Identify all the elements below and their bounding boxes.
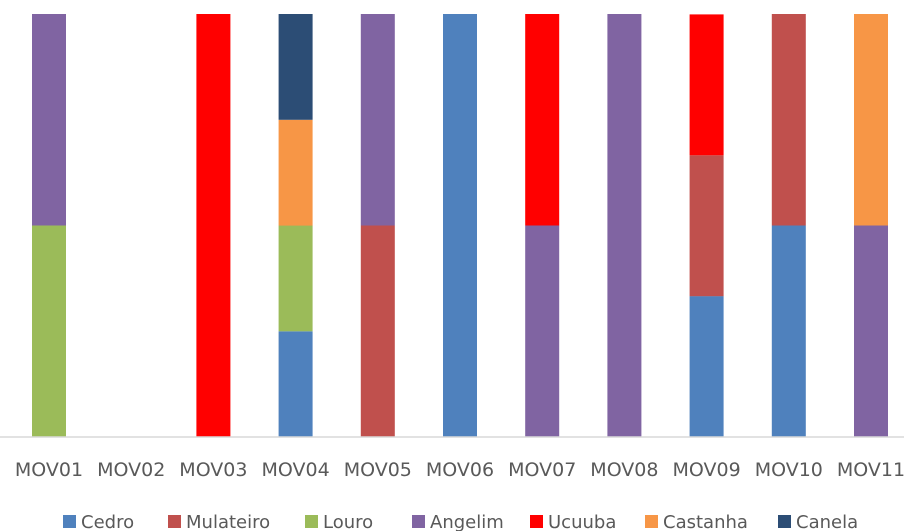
x-tick-label: MOV10 bbox=[755, 459, 823, 481]
x-tick-label: MOV11 bbox=[837, 459, 904, 481]
legend-label-louro: Louro bbox=[323, 512, 373, 531]
bar-segment-mov11-castanha bbox=[854, 14, 888, 226]
x-tick-label: MOV09 bbox=[672, 459, 740, 481]
x-tick-label: MOV04 bbox=[261, 459, 329, 481]
bar-segment-mov08-angelim bbox=[607, 14, 642, 437]
bar-segment-mov03-ucuuba bbox=[196, 14, 231, 437]
bar-segment-mov07-angelim bbox=[525, 225, 560, 437]
bar-segment-mov07-ucuuba bbox=[525, 14, 560, 226]
legend-swatch-mulateiro bbox=[168, 515, 181, 528]
legend-label-canela: Canela bbox=[796, 512, 858, 531]
legend-swatch-castanha bbox=[645, 515, 658, 528]
legend-swatch-cedro bbox=[63, 515, 76, 528]
bar-segment-mov04-louro bbox=[278, 225, 313, 332]
bar-segment-mov10-cedro bbox=[771, 225, 806, 437]
legend-label-cedro: Cedro bbox=[81, 512, 134, 531]
bar-segment-mov09-ucuuba bbox=[689, 14, 724, 156]
x-tick-label: MOV08 bbox=[590, 459, 658, 481]
bar-segment-mov05-angelim bbox=[360, 14, 395, 226]
bar-segment-mov06-cedro bbox=[443, 14, 477, 437]
bar-segment-mov09-cedro bbox=[689, 296, 724, 437]
x-tick-label: MOV05 bbox=[344, 459, 412, 481]
bar-segment-mov04-castanha bbox=[278, 119, 313, 226]
legend-label-castanha: Castanha bbox=[663, 512, 748, 531]
legend-label-angelim: Angelim bbox=[430, 512, 504, 531]
legend-swatch-canela bbox=[778, 515, 791, 528]
legend: Cedro Mulateiro Louro Angelim Ucuuba Castanha… bbox=[63, 512, 858, 531]
x-tick-labels: MOV01 MOV02 MOV03 MOV04 MOV05 MOV06 MOV07 MOV08… bbox=[15, 459, 904, 481]
bars-layer bbox=[32, 14, 888, 438]
bar-segment-mov10-mulateiro bbox=[771, 14, 806, 226]
legend-swatch-angelim bbox=[412, 515, 425, 528]
bar-segment-mov01-angelim bbox=[32, 14, 66, 226]
legend-swatch-louro bbox=[305, 515, 318, 528]
bar-segment-mov04-canela bbox=[278, 14, 313, 120]
x-tick-label: MOV07 bbox=[508, 459, 576, 481]
bar-segment-mov04-cedro bbox=[278, 331, 313, 438]
bar-segment-mov09-mulateiro bbox=[689, 155, 724, 297]
x-tick-label: MOV06 bbox=[426, 459, 494, 481]
x-tick-label: MOV01 bbox=[15, 459, 83, 481]
legend-label-ucuuba: Ucuuba bbox=[548, 512, 616, 531]
x-tick-label: MOV03 bbox=[179, 459, 247, 481]
bar-segment-mov01-louro bbox=[32, 225, 66, 437]
legend-label-mulateiro: Mulateiro bbox=[186, 512, 270, 531]
bar-segment-mov05-mulateiro bbox=[360, 225, 395, 437]
legend-swatch-ucuuba bbox=[530, 515, 543, 528]
bar-segment-mov11-angelim bbox=[854, 225, 888, 437]
x-tick-label: MOV02 bbox=[97, 459, 165, 481]
